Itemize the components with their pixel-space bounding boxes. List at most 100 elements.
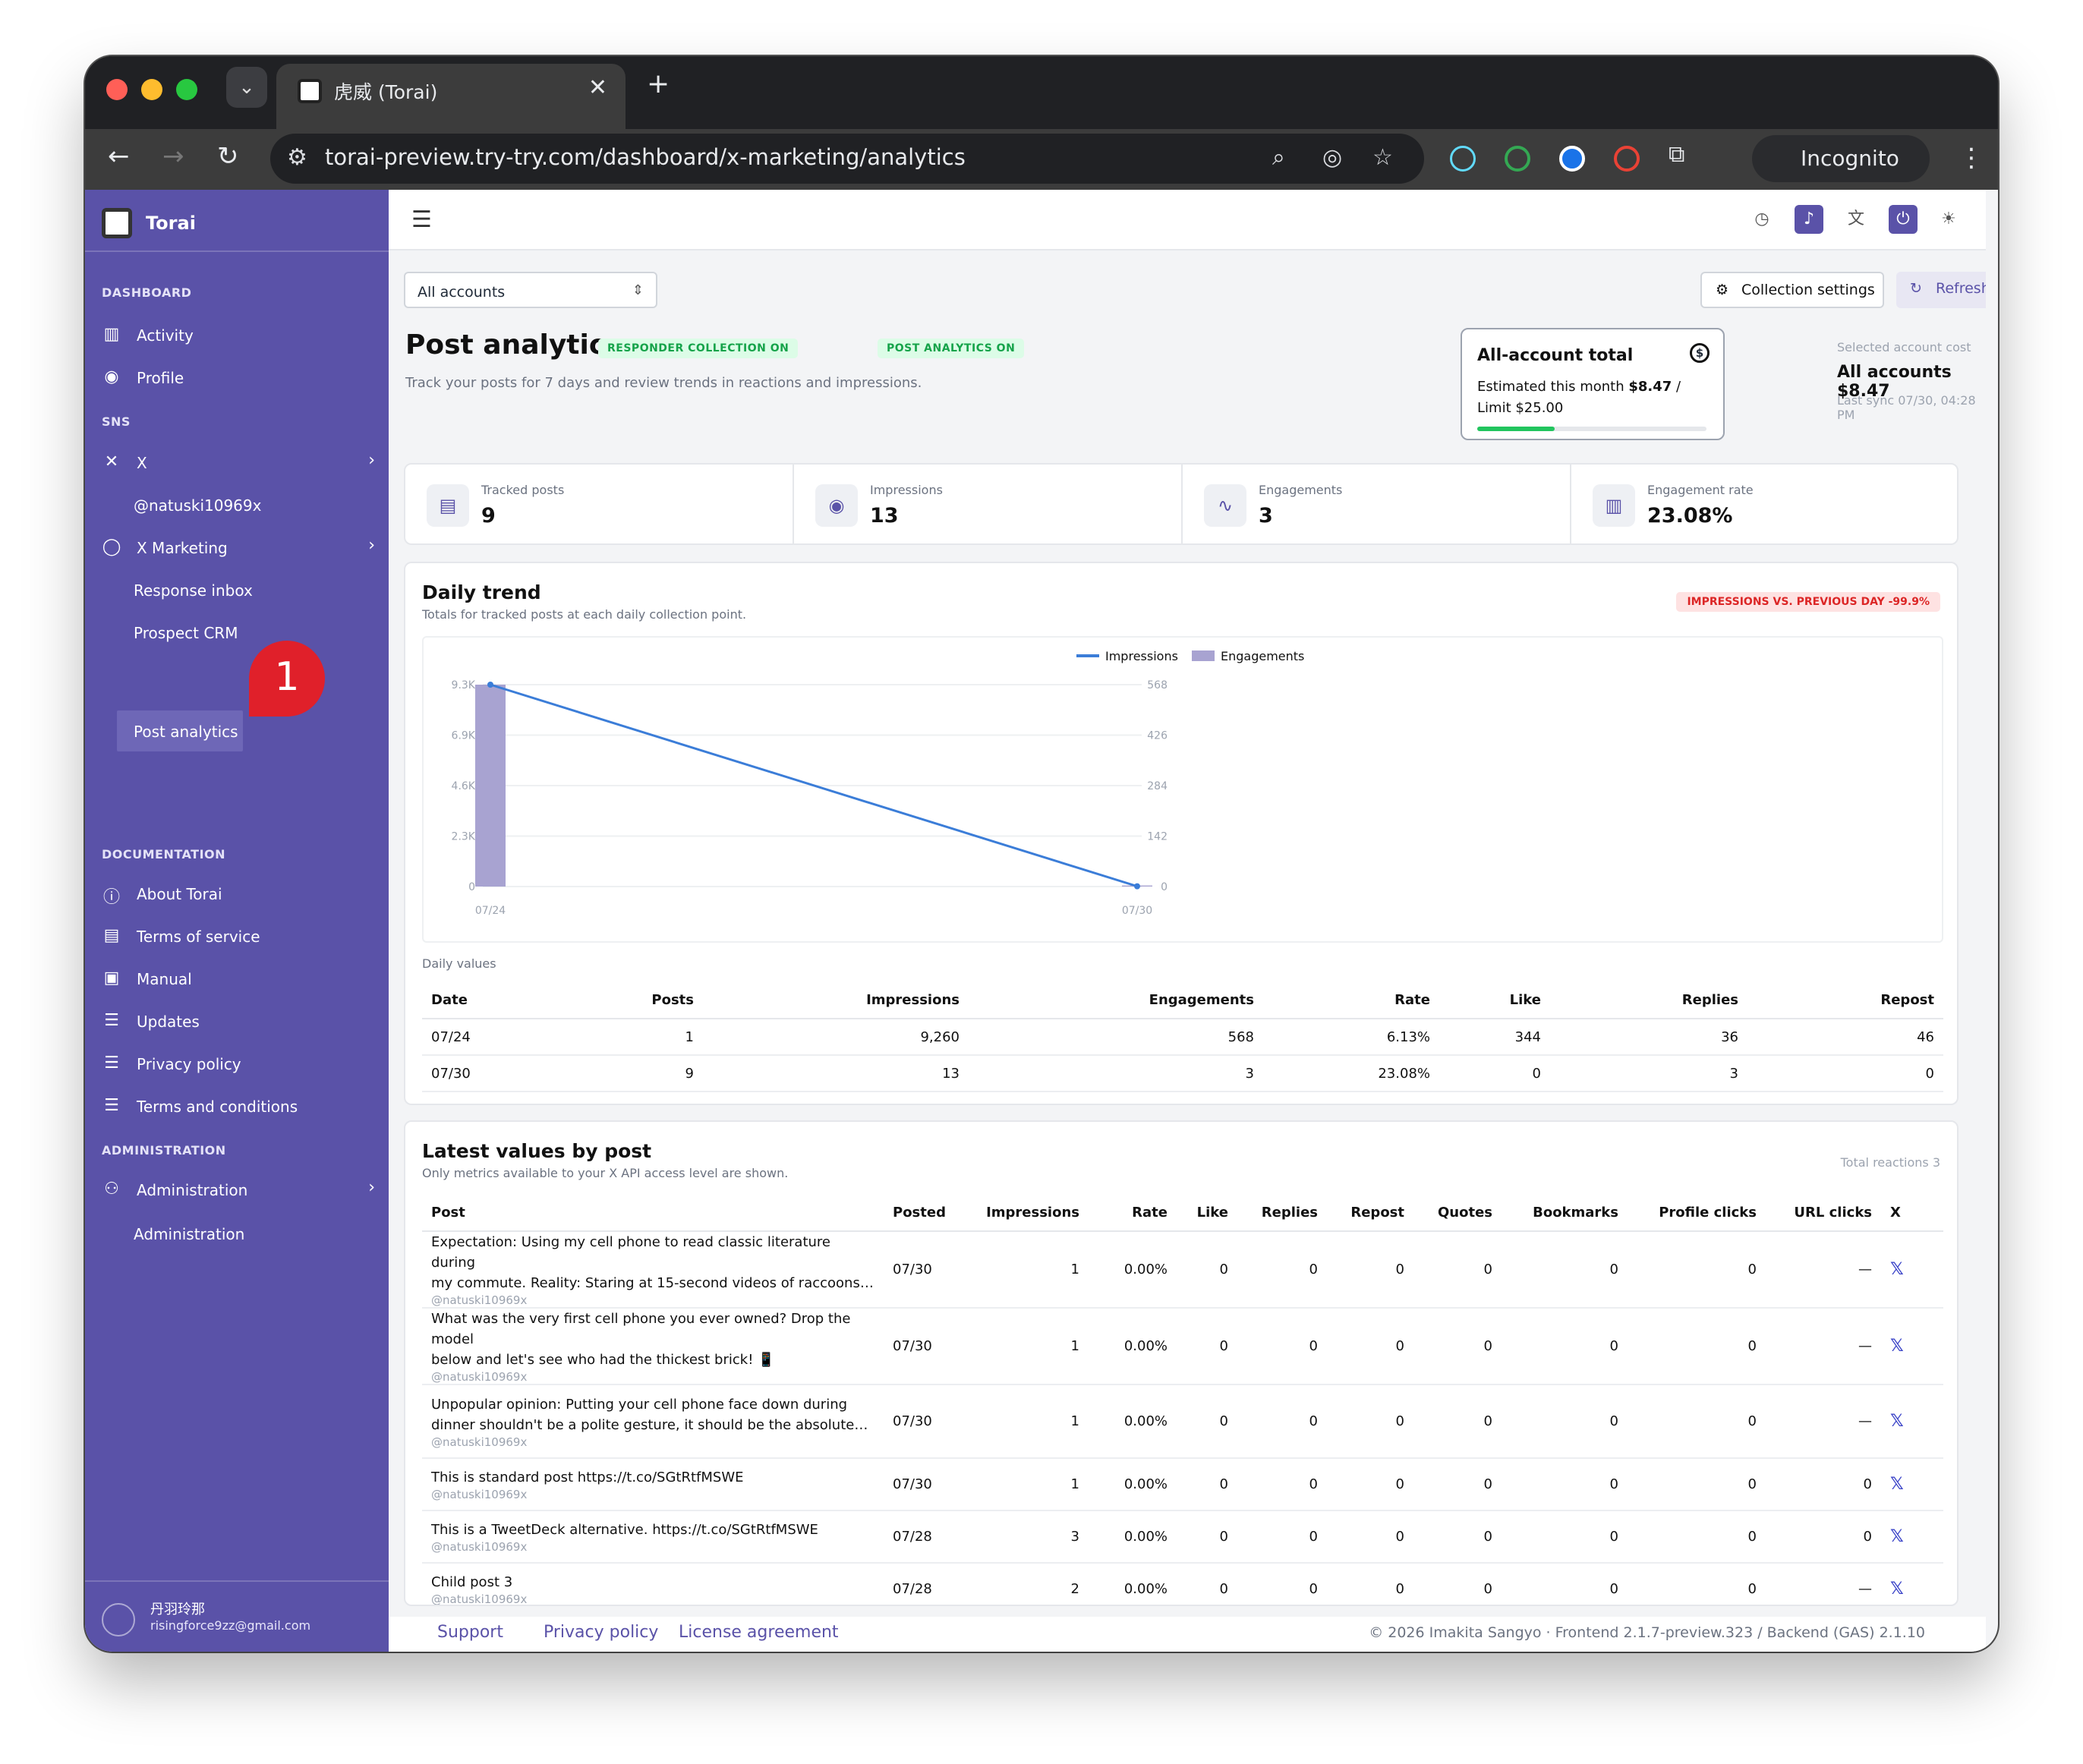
table-cell-url-clicks: — xyxy=(1766,1231,1881,1309)
hamburger-menu-icon[interactable]: ☰ xyxy=(411,206,432,233)
sidebar-sub-administration[interactable]: Administration xyxy=(134,1225,245,1243)
collection-settings-button[interactable]: ⚙ Collection settings xyxy=(1700,272,1884,308)
x-logo-icon[interactable]: 𝕏 xyxy=(1890,1580,1904,1599)
open-on-x-cell[interactable]: 𝕏 xyxy=(1881,1231,1943,1309)
sidebar-item-manual[interactable]: ▣ Manual xyxy=(102,959,375,996)
tab-search-chevron-down-icon[interactable]: ⌄ xyxy=(226,67,267,108)
extension-green-icon[interactable] xyxy=(1505,146,1530,172)
theme-sun-icon[interactable]: ☀ xyxy=(1941,209,1956,228)
cost-box-title: All-account total xyxy=(1477,346,1634,365)
footer-license-link[interactable]: License agreement xyxy=(679,1623,839,1642)
post-text-line: dinner shouldn't be a polite gesture, it… xyxy=(431,1416,868,1433)
bar-chart-icon: ▥ xyxy=(1593,484,1635,527)
minimize-window-button[interactable] xyxy=(141,79,162,100)
url-text[interactable]: torai-preview.try-try.com/dashboard/x-ma… xyxy=(325,144,966,170)
refresh-now-button[interactable]: ↻ Refresh now xyxy=(1896,272,1986,308)
open-on-x-cell[interactable]: 𝕏 xyxy=(1881,1458,1943,1511)
sidebar-item-administration[interactable]: ⚇ Administration › xyxy=(102,1170,375,1207)
bell-icon[interactable]: ♪ xyxy=(1795,205,1823,234)
footer-support-link[interactable]: Support xyxy=(437,1623,503,1642)
browser-menu-icon[interactable]: ⋮ xyxy=(1959,143,1984,173)
react-devtools-icon[interactable] xyxy=(1450,146,1476,172)
x-logo-icon[interactable]: 𝕏 xyxy=(1890,1337,1904,1356)
sidebar-item-activity[interactable]: ▥ Activity xyxy=(102,316,375,352)
x-logo-icon[interactable]: 𝕏 xyxy=(1890,1475,1904,1494)
address-bar[interactable]: ⚙ torai-preview.try-try.com/dashboard/x-… xyxy=(270,134,1424,184)
sidebar-item-x-marketing[interactable]: ◯ X Marketing › xyxy=(102,528,375,565)
y-left-tick-label: 6.9K xyxy=(452,730,476,742)
sidebar-item-x[interactable]: ✕ X › xyxy=(102,443,375,480)
open-on-x-cell[interactable]: 𝕏 xyxy=(1881,1563,1943,1605)
sidebar-sub-post-analytics[interactable]: Post analytics xyxy=(134,723,238,741)
close-window-button[interactable] xyxy=(106,79,128,100)
table-cell: 3 xyxy=(969,1055,1263,1092)
table-cell-url-clicks: 0 xyxy=(1766,1510,1881,1564)
footer-privacy-link[interactable]: Privacy policy xyxy=(544,1623,659,1642)
bookmark-star-icon[interactable]: ☆ xyxy=(1372,144,1393,171)
table-cell: 0 xyxy=(1439,1055,1550,1092)
table-row[interactable]: This is standard post https://t.co/SGtRt… xyxy=(422,1458,1943,1511)
estimate-prefix: Estimated this month xyxy=(1477,379,1629,395)
new-tab-plus-icon[interactable]: + xyxy=(647,68,670,99)
table-row[interactable]: Child post 3 @natuski10969x 07/28 2 0.00% 0 0 0… xyxy=(422,1563,1943,1605)
password-manager-icon[interactable] xyxy=(1559,146,1585,172)
history-clock-icon[interactable]: ◷ xyxy=(1754,209,1769,228)
sidebar-item-terms-of-service[interactable]: ▤ Terms of service xyxy=(102,917,375,953)
sidebar-item-terms-conditions[interactable]: ☰ Terms and conditions xyxy=(102,1087,375,1123)
table-cell-replies: 0 xyxy=(1237,1308,1327,1385)
post-text-line: This is a TweetDeck alternative. https:/… xyxy=(431,1522,818,1538)
user-name: 丹羽玲那 xyxy=(150,1602,205,1618)
column-header: Impressions xyxy=(967,1195,1089,1232)
sidebar-item-profile[interactable]: ◉ Profile xyxy=(102,358,375,395)
sidebar-item-privacy[interactable]: ☰ Privacy policy xyxy=(102,1044,375,1081)
last-sync: Last sync 07/30, 04:28 PM xyxy=(1837,393,1976,422)
eye-slash-icon[interactable]: ◎ xyxy=(1322,144,1343,171)
zoom-magnifier-icon[interactable]: ⌕ xyxy=(1272,144,1285,171)
sidebar-sub-x-account[interactable]: @natuski10969x xyxy=(134,496,262,515)
stat-engagements: ∿ Engagements 3 xyxy=(1183,465,1571,543)
account-select[interactable]: All accounts ⇕ xyxy=(404,272,657,308)
sidebar-item-about[interactable]: ⓘ About Torai xyxy=(102,874,375,911)
x-logo-icon[interactable]: 𝕏 xyxy=(1890,1527,1904,1546)
maximize-window-button[interactable] xyxy=(176,79,197,100)
table-cell-impressions: 1 xyxy=(967,1231,1089,1309)
tab-close-icon[interactable]: ✕ xyxy=(588,74,607,101)
post-text-cell: Expectation: Using my cell phone to read… xyxy=(422,1231,884,1309)
browser-tab[interactable]: 虎威 (Torai) ✕ xyxy=(276,64,626,129)
post-text-line: below and let's see who had the thickest… xyxy=(431,1352,775,1368)
incognito-indicator[interactable]: Incognito (2) xyxy=(1752,135,1930,218)
reload-icon[interactable]: ↻ xyxy=(217,141,239,172)
x-tick-label: 07/30 xyxy=(1122,905,1152,917)
translate-icon[interactable]: 文 xyxy=(1847,209,1864,228)
sidebar-sub-prospect-crm[interactable]: Prospect CRM xyxy=(134,624,238,642)
open-on-x-cell[interactable]: 𝕏 xyxy=(1881,1384,1943,1459)
table-cell: 23.08% xyxy=(1263,1055,1439,1092)
y-right-tick-label: 568 xyxy=(1147,679,1168,691)
sidebar-sub-response-inbox[interactable]: Response inbox xyxy=(134,581,253,600)
table-row[interactable]: Expectation: Using my cell phone to read… xyxy=(422,1231,1943,1309)
power-icon[interactable]: ⏻ xyxy=(1889,205,1918,234)
tab-bar: ⌄ 虎威 (Torai) ✕ + xyxy=(85,56,1998,129)
table-cell-url-clicks: — xyxy=(1766,1384,1881,1459)
site-settings-icon[interactable]: ⚙ xyxy=(287,144,307,171)
open-on-x-cell[interactable]: 𝕏 xyxy=(1881,1308,1943,1385)
extension-colorful-icon[interactable] xyxy=(1614,146,1640,172)
sidebar-item-updates[interactable]: ☰ Updates xyxy=(102,1002,375,1038)
back-arrow-icon[interactable]: ← xyxy=(108,141,130,172)
table-row[interactable]: Unpopular opinion: Putting your cell pho… xyxy=(422,1384,1943,1459)
x-logo-icon[interactable]: 𝕏 xyxy=(1890,1260,1904,1279)
table-row[interactable]: What was the very first cell phone you e… xyxy=(422,1308,1943,1385)
open-on-x-cell[interactable]: 𝕏 xyxy=(1881,1510,1943,1564)
total-reactions: Total reactions 3 xyxy=(1840,1155,1940,1170)
table-cell: 07/30 xyxy=(422,1055,506,1092)
table-row[interactable]: This is a TweetDeck alternative. https:/… xyxy=(422,1510,1943,1564)
table-cell-repost: 0 xyxy=(1327,1384,1413,1459)
post-text-line: Child post 3 xyxy=(431,1574,513,1590)
extensions-puzzle-icon[interactable]: ⧉ xyxy=(1669,141,1685,168)
x-logo-icon[interactable]: 𝕏 xyxy=(1890,1412,1904,1431)
post-text-line: Expectation: Using my cell phone to read… xyxy=(431,1234,830,1271)
table-cell-profile-clicks: 0 xyxy=(1628,1231,1766,1309)
cost-summary-card: All-account total $ Estimated this month… xyxy=(1461,328,1725,440)
table-cell-posted: 07/30 xyxy=(884,1384,967,1459)
forward-arrow-icon[interactable]: → xyxy=(162,141,184,172)
